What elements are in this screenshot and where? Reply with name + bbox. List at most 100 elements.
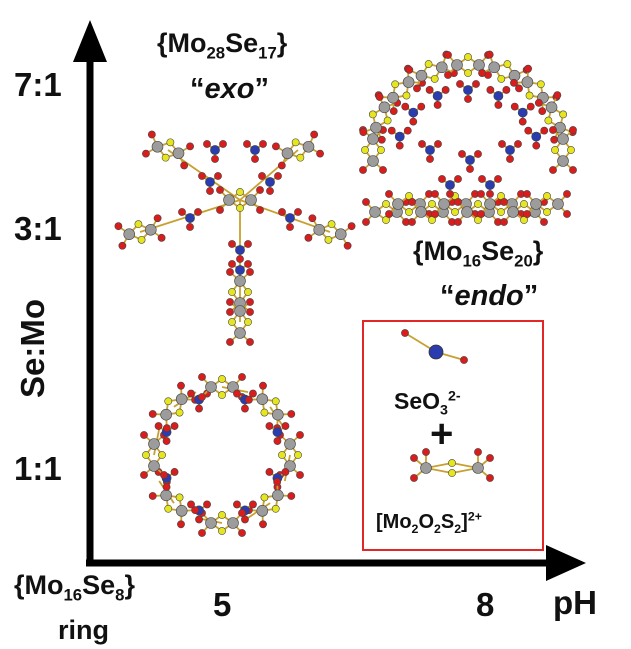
oxygen-atom: [460, 356, 468, 364]
sulfur-atom: [137, 235, 146, 244]
oxygen-atom: [524, 64, 533, 73]
sulfur-atom: [218, 511, 226, 519]
selenium-atom: [505, 145, 515, 155]
endo-cluster-structure: [359, 50, 577, 226]
oxygen-atom: [498, 140, 506, 148]
oxygen-atom: [538, 107, 547, 116]
oxygen-atom: [441, 86, 450, 94]
oxygen-atom: [226, 308, 234, 316]
sulfur-atom: [291, 138, 300, 147]
sulfur-atom: [158, 451, 166, 459]
oxygen-atom: [486, 454, 494, 462]
oxygen-atom: [425, 86, 434, 94]
oxygen-atom: [236, 255, 244, 263]
oxygen-atom: [177, 520, 185, 529]
oxygen-atom: [308, 214, 317, 223]
sulfur-atom: [324, 235, 333, 244]
oxygen-atom: [401, 329, 409, 337]
oxygen-atom: [506, 155, 514, 163]
oxygen-atom: [178, 208, 186, 216]
molybdenum-atom: [378, 101, 391, 114]
y-tick-7-1: 7:1: [14, 66, 62, 103]
oxygen-atom: [426, 155, 434, 163]
sulfur-atom: [503, 60, 512, 68]
oxygen-atom: [244, 260, 252, 268]
oxygen-atom: [563, 190, 571, 198]
oxygen-atom: [259, 520, 267, 529]
oxygen-atom: [162, 437, 171, 445]
oxygen-atom: [359, 128, 368, 137]
oxygen-atom: [532, 141, 541, 150]
sulfur-atom: [218, 527, 226, 535]
oxygen-atom: [454, 218, 462, 226]
sulfur-atom: [260, 493, 269, 502]
molybdenum-atom: [451, 59, 463, 71]
oxygen-atom: [180, 161, 189, 170]
oxygen-atom: [272, 142, 280, 151]
oxygen-atom: [186, 142, 194, 151]
oxygen-atom: [114, 222, 123, 231]
molybdenum-atom: [484, 198, 496, 210]
oxygen-atom: [140, 471, 148, 479]
sulfur-atom: [536, 80, 545, 89]
selenium-atom: [265, 177, 275, 187]
molybdenum-atom: [367, 133, 379, 145]
selenium-atom: [250, 145, 260, 155]
sulfur-atom: [451, 208, 459, 216]
molybdenum-atom: [227, 517, 239, 529]
sulfur-atom: [405, 208, 413, 216]
sulfur-atom: [382, 200, 390, 208]
molybdenum-atom: [415, 206, 427, 218]
oxygen-atom: [241, 515, 249, 524]
oxygen-atom: [162, 483, 171, 491]
oxygen-atom: [444, 51, 452, 59]
selenium-atom: [445, 180, 455, 190]
oxygen-atom: [454, 198, 462, 206]
oxygen-atom: [540, 126, 549, 135]
exo-cluster-structure: [114, 130, 356, 346]
oxygen-atom: [259, 140, 267, 148]
selenium-atom: [285, 213, 295, 223]
oxygen-atom: [194, 208, 202, 216]
oxygen-atom: [518, 117, 527, 126]
oxygen-atom: [472, 80, 480, 88]
sulfur-atom: [525, 91, 534, 100]
sulfur-atom: [260, 408, 269, 417]
oxygen-atom: [195, 515, 203, 524]
sulfur-atom: [391, 80, 400, 89]
molybdenum-atom: [473, 59, 485, 71]
oxygen-atom: [203, 500, 211, 509]
sulfur-atom: [424, 60, 433, 68]
sulfur-atom: [218, 391, 226, 399]
oxygen-atom: [446, 190, 454, 198]
oxygen-atom: [549, 126, 557, 134]
selenite-label: SeO32-: [394, 388, 461, 419]
molybdenum-atom: [557, 155, 569, 167]
oxygen-atom: [226, 298, 234, 306]
sulfur-atom: [236, 188, 244, 196]
molybdenum-atom: [175, 393, 188, 405]
molybdenum-atom: [313, 224, 326, 236]
oxygen-atom: [265, 468, 274, 476]
sulfur-atom: [228, 318, 236, 326]
sulfur-atom: [544, 116, 553, 125]
molybdenum-atom: [234, 275, 246, 287]
oxygen-atom: [410, 474, 418, 482]
oxygen-atom: [444, 71, 452, 79]
oxygen-atom: [422, 448, 430, 456]
oxygen-atom: [198, 172, 206, 180]
sulfur-atom: [464, 53, 472, 61]
molybdenum-atom: [370, 121, 382, 134]
sulfur-atom: [497, 208, 505, 216]
oxygen-atom: [359, 166, 367, 174]
sulfur-atom: [543, 192, 551, 200]
oxygen-atom: [486, 190, 494, 198]
oxygen-atom: [466, 165, 474, 173]
oxygen-atom: [417, 102, 426, 111]
oxygen-atom: [534, 98, 543, 107]
oxygen-atom: [277, 161, 286, 170]
oxygen-atom: [418, 140, 426, 148]
y-tick-1-1: 1:1: [14, 450, 62, 487]
molybdenum-atom: [530, 198, 542, 210]
